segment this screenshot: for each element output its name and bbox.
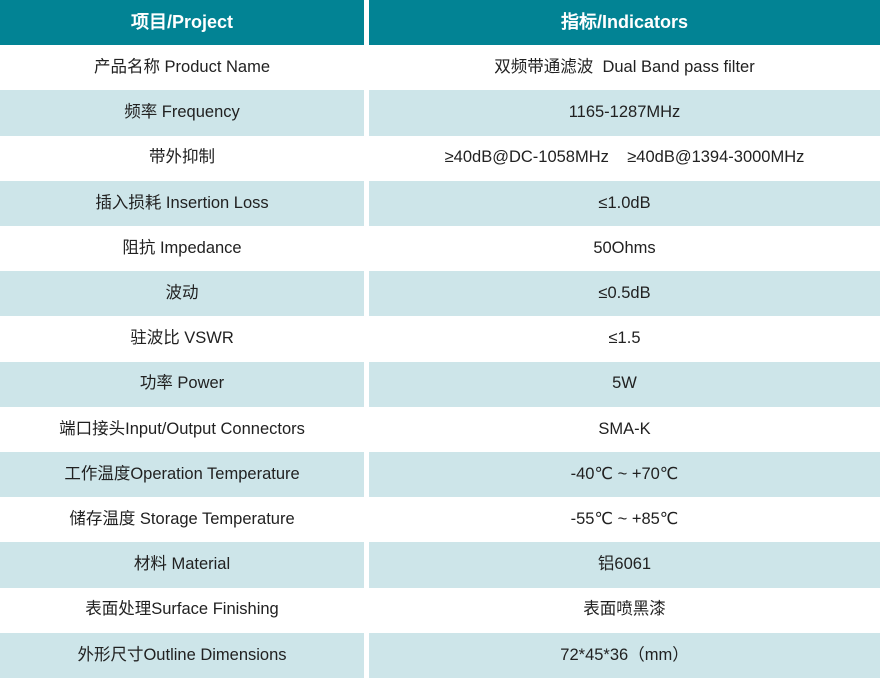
project-cell: 产品名称 Product Name [0, 45, 364, 91]
indicator-cell: ≥40dB@DC-1058MHz ≥40dB@1394-3000MHz [369, 135, 880, 181]
column-header-indicators: 指标/Indicators [369, 0, 880, 46]
table-row: 端口接头Input/Output Connectors SMA-K [0, 406, 880, 453]
project-cell: 外形尺寸Outline Dimensions [0, 632, 364, 678]
table-row: 波动 ≤0.5dB [0, 271, 880, 317]
indicator-cell: 5W [369, 361, 880, 407]
table-row: 材料 Material 铝6061 [0, 542, 880, 588]
project-cell: 储存温度 Storage Temperature [0, 497, 364, 543]
table-row: 功率 Power 5W [0, 361, 880, 407]
indicator-cell: -55℃ ~ +85℃ [369, 497, 880, 543]
indicator-cell: ≤0.5dB [369, 271, 880, 317]
project-cell: 波动 [0, 271, 364, 317]
indicator-cell: 50Ohms [369, 226, 880, 272]
table-row: 插入损耗 Insertion Loss ≤1.0dB [0, 180, 880, 227]
indicator-cell: 铝6061 [369, 542, 880, 588]
table-row: 产品名称 Product Name 双频带通滤波 Dual Band pass … [0, 45, 880, 91]
table-row: 表面处理Surface Finishing 表面喷黑漆 [0, 587, 880, 633]
project-cell: 端口接头Input/Output Connectors [0, 406, 364, 453]
table-row: 频率 Frequency 1165-1287MHz [0, 90, 880, 136]
indicator-cell: 1165-1287MHz [369, 90, 880, 136]
project-cell: 工作温度Operation Temperature [0, 452, 364, 498]
table-row: 带外抑制 ≥40dB@DC-1058MHz ≥40dB@1394-3000MHz [0, 135, 880, 181]
project-cell: 材料 Material [0, 542, 364, 588]
indicator-cell: 表面喷黑漆 [369, 587, 880, 633]
project-cell: 插入损耗 Insertion Loss [0, 180, 364, 227]
project-cell: 频率 Frequency [0, 90, 364, 136]
table-row: 工作温度Operation Temperature -40℃ ~ +70℃ [0, 452, 880, 498]
table-row: 外形尺寸Outline Dimensions 72*45*36（mm） [0, 632, 880, 678]
indicator-cell: SMA-K [369, 406, 880, 453]
project-cell: 功率 Power [0, 361, 364, 407]
project-cell: 阻抗 Impedance [0, 226, 364, 272]
indicator-cell: ≤1.0dB [369, 180, 880, 227]
project-cell: 带外抑制 [0, 135, 364, 181]
indicator-cell: -40℃ ~ +70℃ [369, 452, 880, 498]
indicator-cell: 72*45*36（mm） [369, 632, 880, 678]
project-cell: 驻波比 VSWR [0, 316, 364, 362]
table-row: 储存温度 Storage Temperature -55℃ ~ +85℃ [0, 497, 880, 543]
table-row: 驻波比 VSWR ≤1.5 [0, 316, 880, 362]
indicator-cell: ≤1.5 [369, 316, 880, 362]
table-row: 阻抗 Impedance 50Ohms [0, 226, 880, 272]
indicator-cell: 双频带通滤波 Dual Band pass filter [369, 45, 880, 91]
column-header-project: 项目/Project [0, 0, 364, 46]
table-header-row: 项目/Project 指标/Indicators [0, 0, 880, 46]
project-cell: 表面处理Surface Finishing [0, 587, 364, 633]
